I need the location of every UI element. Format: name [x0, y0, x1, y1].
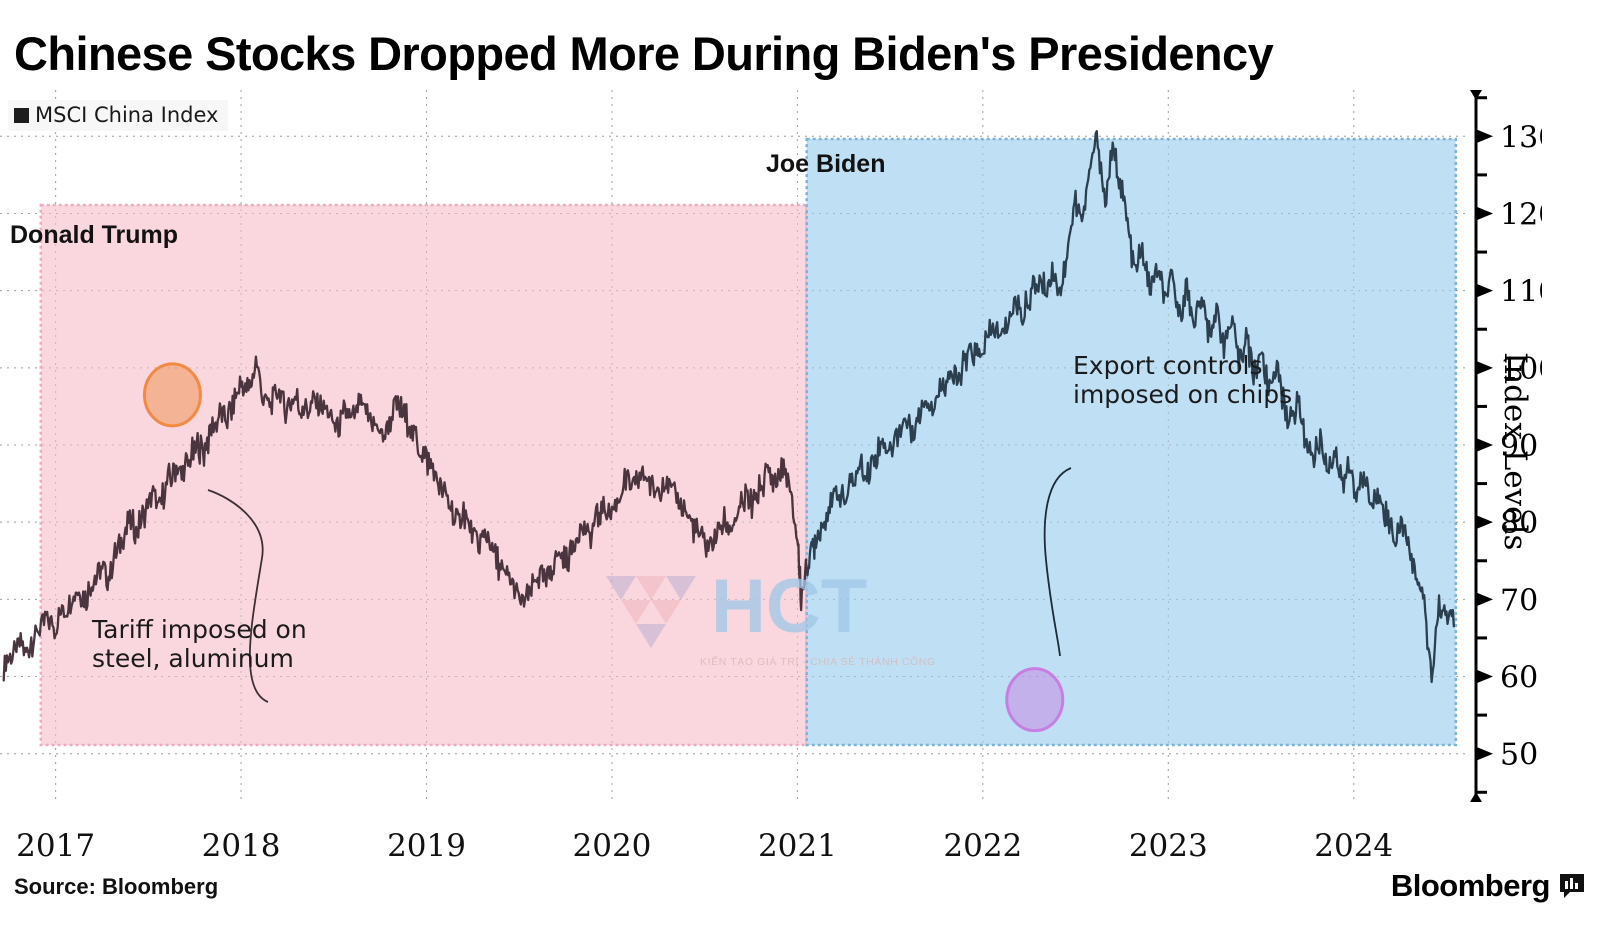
chart-legend: MSCI China Index	[8, 100, 229, 131]
bloomberg-brand: Bloomberg	[1391, 868, 1586, 904]
series-lines	[2, 130, 1456, 684]
x-tick-label: 2017	[16, 828, 96, 864]
y-axis-title: Index Levels	[1497, 352, 1533, 551]
bloomberg-terminal-icon	[1560, 874, 1584, 898]
y-tick-label: 90	[1500, 429, 1538, 464]
tariff-annotation-line2: steel, aluminum	[92, 644, 294, 673]
chips-annotation-line2: imposed on chips	[1073, 380, 1293, 409]
x-tick-label: 2021	[757, 828, 837, 864]
watermark-tagline: KIẾN TẠO GIÁ TRỊ - CHIA SẺ THÀNH CÔNG	[700, 656, 936, 668]
y-tick-label: 60	[1500, 661, 1538, 696]
chips-annotation-line1: Export controls	[1073, 351, 1263, 380]
x-tick-label: 2018	[201, 828, 281, 864]
y-tick-label: 120	[1500, 197, 1542, 232]
band-label-trump: Donald Trump	[10, 221, 179, 249]
chart-svg	[0, 90, 1465, 800]
x-tick-label: 2020	[572, 828, 652, 864]
chips-leader-line	[1043, 467, 1072, 657]
y-tick-label: 110	[1500, 275, 1542, 310]
x-tick-label: 2024	[1314, 828, 1394, 864]
event-markers	[142, 362, 1065, 733]
source-note: Source: Bloomberg	[14, 874, 219, 899]
tariff-annotation-line1: Tariff imposed on	[92, 615, 307, 644]
y-tick-label: 130	[1500, 120, 1542, 155]
legend-swatch-icon	[14, 107, 29, 123]
x-tick-label: 2019	[387, 828, 466, 864]
tariff-leader-line	[207, 489, 269, 703]
tariff-annotation: Tariff imposed on steel, aluminum	[92, 615, 307, 673]
export-controls-annotation: Export controls imposed on chips	[1073, 351, 1292, 409]
y-tick-label: 100	[1500, 352, 1542, 387]
page-title: Chinese Stocks Dropped More During Biden…	[14, 27, 1274, 80]
band-label-biden: Joe Biden	[766, 150, 886, 178]
presidency-bands	[39, 137, 1457, 747]
y-tick-label: 70	[1500, 583, 1538, 618]
x-tick-label: 2022	[943, 828, 1023, 864]
y-axis: 50 60 70 80 90 100 110 120 130	[1462, 88, 1542, 804]
y-tick-label: 80	[1500, 506, 1538, 541]
brand-name: Bloomberg	[1390, 868, 1551, 903]
legend-label: MSCI China Index	[35, 103, 219, 127]
x-tick-label: 2023	[1128, 828, 1208, 864]
x-axis-labels: 2017 2018 2019 2020 2021 2022 2023 2024	[0, 828, 1465, 873]
y-tick-label: 50	[1500, 738, 1538, 773]
leader-lines	[207, 467, 1072, 703]
y-axis-svg: 50 60 70 80 90 100 110 120 130	[1470, 90, 1542, 802]
plot-area	[0, 90, 1465, 800]
